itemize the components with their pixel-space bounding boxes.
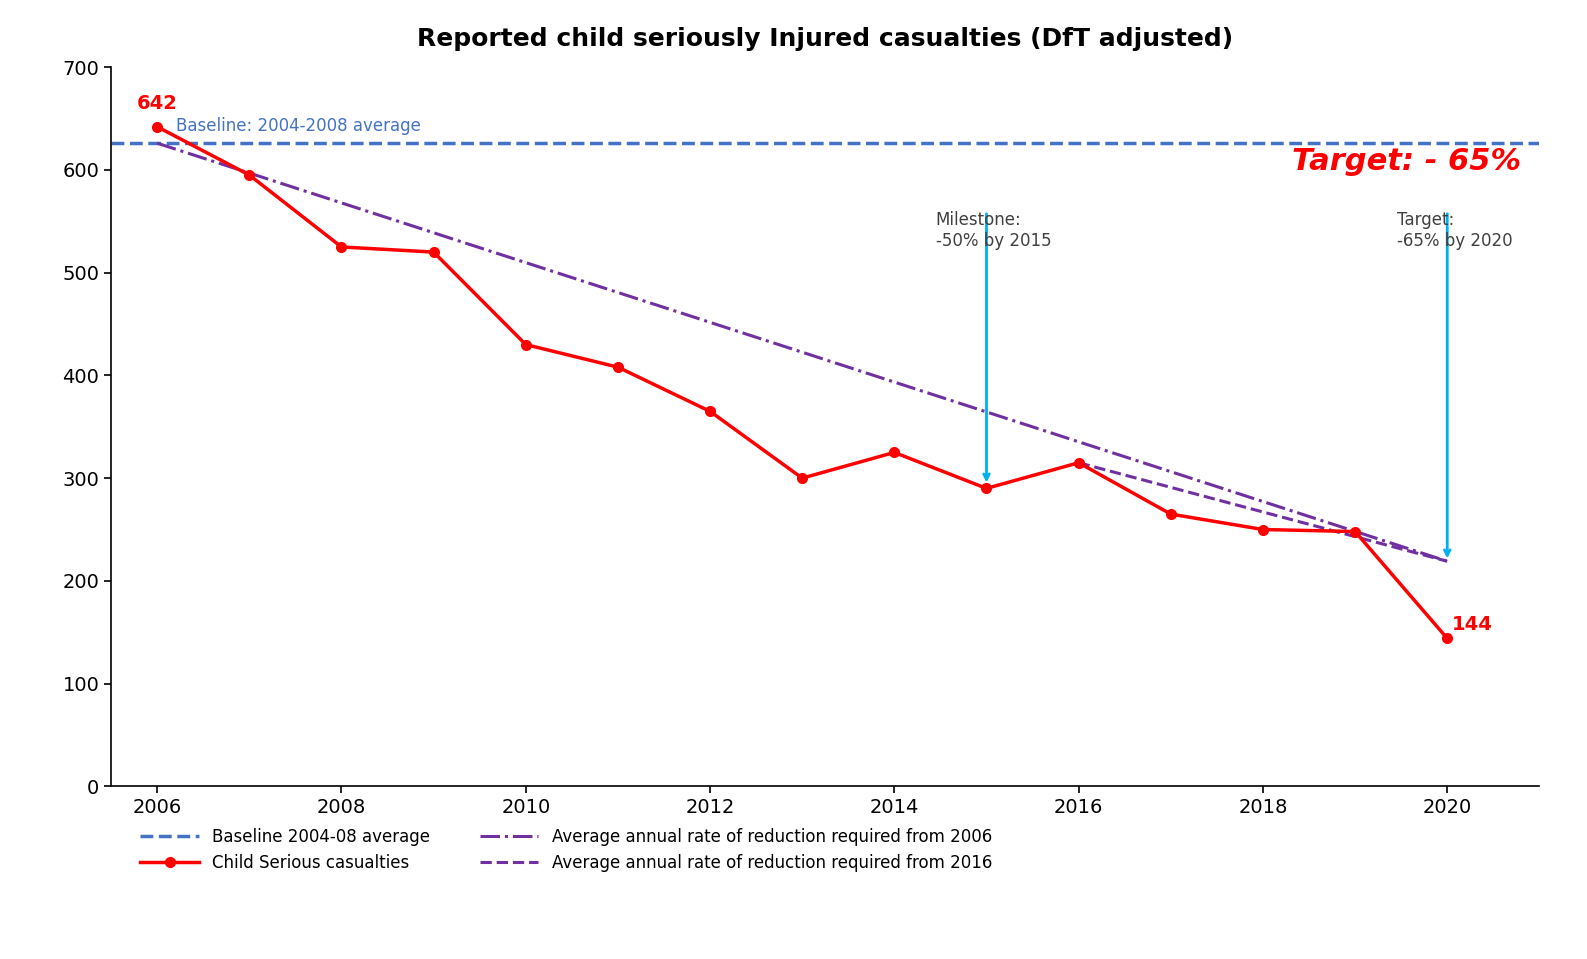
Text: Baseline: 2004-2008 average: Baseline: 2004-2008 average bbox=[176, 117, 421, 135]
Text: 642: 642 bbox=[136, 94, 178, 113]
Text: Milestone:
-50% by 2015: Milestone: -50% by 2015 bbox=[936, 211, 1052, 249]
Title: Reported child seriously Injured casualties (DfT adjusted): Reported child seriously Injured casualt… bbox=[417, 27, 1233, 51]
Legend: Baseline 2004-08 average, Child Serious casualties, Average annual rate of reduc: Baseline 2004-08 average, Child Serious … bbox=[133, 821, 998, 878]
Text: 144: 144 bbox=[1452, 616, 1493, 634]
Text: Target:
-65% by 2020: Target: -65% by 2020 bbox=[1397, 211, 1512, 249]
Text: Target: - 65%: Target: - 65% bbox=[1292, 147, 1520, 176]
